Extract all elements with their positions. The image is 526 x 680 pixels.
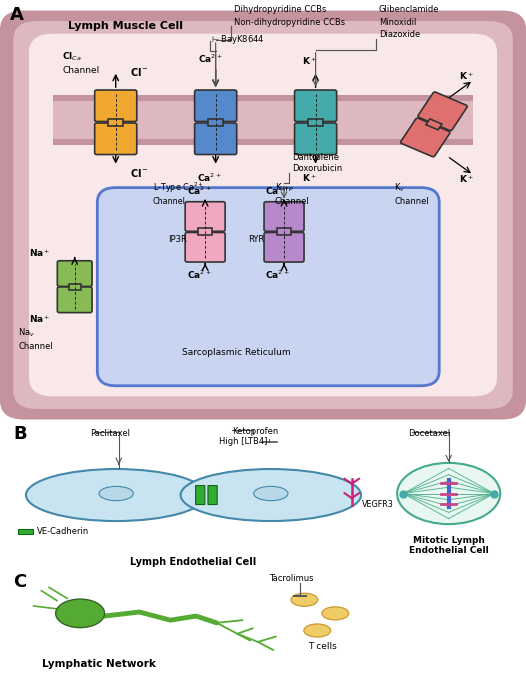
Ellipse shape — [322, 607, 349, 620]
Text: Lymphatic Network: Lymphatic Network — [43, 659, 156, 669]
Text: Cl$^-$: Cl$^-$ — [130, 167, 149, 179]
Text: High [LTB4]: High [LTB4] — [219, 437, 268, 446]
Text: Ca$^{2+}$: Ca$^{2+}$ — [187, 185, 211, 197]
FancyBboxPatch shape — [295, 90, 337, 122]
Text: K$^+$: K$^+$ — [459, 173, 473, 185]
Text: Dihydropyridine CCBs: Dihydropyridine CCBs — [234, 5, 327, 14]
Text: K$^+$: K$^+$ — [302, 55, 317, 67]
Bar — [277, 228, 291, 235]
Text: T cells: T cells — [308, 643, 337, 651]
Ellipse shape — [99, 486, 133, 500]
Text: Na$^+$: Na$^+$ — [29, 313, 50, 326]
Ellipse shape — [291, 593, 318, 607]
Text: $\vdash$BayK8644: $\vdash$BayK8644 — [210, 33, 265, 46]
Text: Lymph Muscle Cell: Lymph Muscle Cell — [68, 21, 184, 31]
FancyBboxPatch shape — [0, 10, 526, 420]
Text: Non-dihydropyridine CCBs: Non-dihydropyridine CCBs — [234, 18, 345, 27]
Ellipse shape — [56, 599, 105, 628]
Text: Lymph Endothelial Cell: Lymph Endothelial Cell — [130, 557, 257, 566]
FancyBboxPatch shape — [295, 123, 337, 154]
Text: A: A — [9, 6, 23, 24]
Text: Glibenclamide: Glibenclamide — [379, 5, 439, 14]
Text: Na$^+$: Na$^+$ — [29, 247, 50, 259]
Ellipse shape — [180, 469, 361, 521]
FancyBboxPatch shape — [401, 118, 450, 157]
Text: Channel: Channel — [153, 197, 185, 206]
Bar — [53, 95, 473, 146]
Text: L-Type Ca$^{2+}$: L-Type Ca$^{2+}$ — [153, 180, 204, 194]
Bar — [208, 118, 223, 126]
Text: Cl$_{Ca}$: Cl$_{Ca}$ — [62, 51, 82, 63]
Text: Channel: Channel — [275, 197, 309, 206]
FancyBboxPatch shape — [264, 233, 304, 262]
Ellipse shape — [26, 469, 206, 521]
Text: Cl$^-$: Cl$^-$ — [130, 66, 149, 78]
FancyBboxPatch shape — [29, 34, 497, 396]
FancyBboxPatch shape — [97, 188, 439, 386]
Text: Doxorubicin: Doxorubicin — [292, 165, 342, 173]
Text: Paclitaxel: Paclitaxel — [90, 429, 130, 438]
Text: Ca$^{2+}$: Ca$^{2+}$ — [197, 172, 221, 184]
FancyBboxPatch shape — [195, 90, 237, 122]
Bar — [426, 119, 442, 130]
Text: Mitotic Lymph
Endothelial Cell: Mitotic Lymph Endothelial Cell — [409, 536, 489, 556]
Text: K$^+$: K$^+$ — [459, 70, 473, 82]
Circle shape — [397, 463, 500, 524]
FancyBboxPatch shape — [13, 21, 513, 409]
Bar — [18, 529, 33, 534]
Bar — [53, 101, 473, 139]
Text: Tacrolimus: Tacrolimus — [269, 575, 313, 583]
Text: Ca$^{2+}$: Ca$^{2+}$ — [198, 53, 222, 65]
FancyBboxPatch shape — [264, 202, 304, 231]
FancyBboxPatch shape — [57, 287, 92, 313]
Text: Minoxidil: Minoxidil — [379, 18, 416, 27]
Text: Channel: Channel — [18, 342, 53, 351]
Bar — [108, 118, 123, 126]
Ellipse shape — [304, 624, 331, 637]
Text: Channel: Channel — [394, 197, 429, 206]
Text: VEGFR3: VEGFR3 — [362, 500, 394, 509]
FancyBboxPatch shape — [95, 90, 137, 122]
FancyBboxPatch shape — [196, 486, 205, 505]
Text: Dantrolene: Dantrolene — [292, 152, 339, 162]
FancyBboxPatch shape — [418, 92, 467, 131]
Text: Docetaxel: Docetaxel — [409, 429, 451, 438]
Text: Ketoprofen: Ketoprofen — [232, 427, 278, 436]
FancyBboxPatch shape — [57, 260, 92, 286]
Bar — [68, 284, 81, 290]
Text: Ca$^{2+}$: Ca$^{2+}$ — [266, 269, 290, 282]
Text: K$_v$: K$_v$ — [394, 182, 406, 194]
FancyBboxPatch shape — [185, 202, 225, 231]
Ellipse shape — [254, 486, 288, 500]
Text: Diazoxide: Diazoxide — [379, 31, 420, 39]
FancyBboxPatch shape — [208, 486, 217, 505]
Text: VE-Cadherin: VE-Cadherin — [37, 527, 89, 537]
Text: Sarcoplasmic Reticulum: Sarcoplasmic Reticulum — [183, 347, 291, 356]
Bar — [198, 228, 213, 235]
Text: K$^+$: K$^+$ — [302, 172, 317, 184]
FancyBboxPatch shape — [195, 123, 237, 154]
Text: B: B — [13, 425, 27, 443]
Text: Ca$^{2+}$: Ca$^{2+}$ — [187, 269, 211, 282]
Text: Channel: Channel — [62, 67, 99, 75]
Bar — [308, 118, 323, 126]
Text: Na$_v$: Na$_v$ — [18, 327, 35, 339]
Text: RYR: RYR — [248, 235, 265, 244]
FancyBboxPatch shape — [185, 233, 225, 262]
FancyBboxPatch shape — [95, 123, 137, 154]
Text: C: C — [13, 573, 26, 592]
Text: IP3R: IP3R — [168, 235, 187, 244]
Text: Ca$^{2+}$: Ca$^{2+}$ — [266, 185, 290, 197]
Text: K$_{ATP}$: K$_{ATP}$ — [275, 182, 294, 194]
